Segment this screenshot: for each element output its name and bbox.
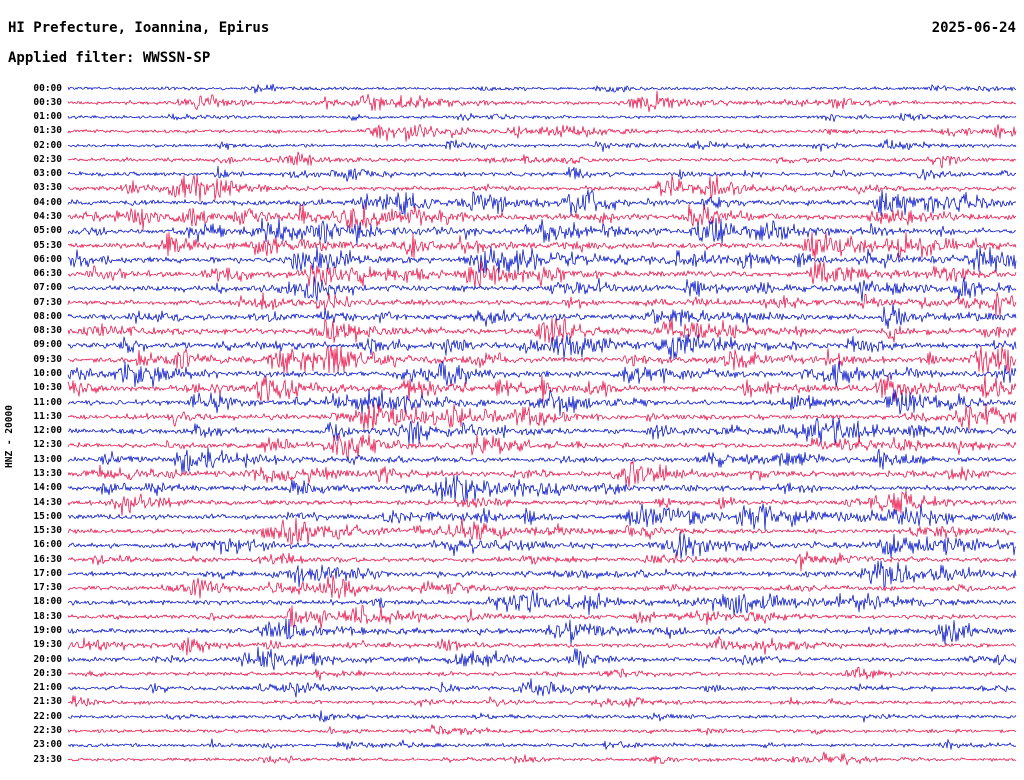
time-label: 01:30 <box>33 125 62 137</box>
time-label: 00:00 <box>33 82 62 94</box>
time-label: 11:30 <box>33 410 62 422</box>
time-label: 05:00 <box>33 225 62 237</box>
time-label: 07:00 <box>33 282 62 294</box>
time-label: 05:30 <box>33 239 62 251</box>
time-label: 16:00 <box>33 539 62 551</box>
time-label: 03:00 <box>33 168 62 180</box>
time-label: 18:00 <box>33 596 62 608</box>
time-label: 15:00 <box>33 510 62 522</box>
time-label: 21:30 <box>33 696 62 708</box>
time-label: 21:00 <box>33 682 62 694</box>
time-label: 22:30 <box>33 724 62 736</box>
time-label: 19:30 <box>33 639 62 651</box>
time-label: 10:00 <box>33 368 62 380</box>
date-label: 2025-06-24 <box>931 20 1016 36</box>
time-label: 16:30 <box>33 553 62 565</box>
time-label: 13:30 <box>33 467 62 479</box>
time-label: 14:00 <box>33 482 62 494</box>
time-label: 06:30 <box>33 268 62 280</box>
page-title: HI Prefecture, Ioannina, Epirus <box>8 20 270 36</box>
time-label: 22:00 <box>33 710 62 722</box>
time-label: 20:30 <box>33 667 62 679</box>
time-label: 12:30 <box>33 439 62 451</box>
time-label: 00:30 <box>33 96 62 108</box>
time-label: 03:30 <box>33 182 62 194</box>
time-label: 09:00 <box>33 339 62 351</box>
time-label: 04:00 <box>33 196 62 208</box>
time-label: 07:30 <box>33 296 62 308</box>
time-label: 12:00 <box>33 425 62 437</box>
time-label: 08:00 <box>33 310 62 322</box>
time-label: 04:30 <box>33 210 62 222</box>
time-label: 18:30 <box>33 610 62 622</box>
time-label: 14:30 <box>33 496 62 508</box>
time-label: 17:00 <box>33 567 62 579</box>
time-label: 09:30 <box>33 353 62 365</box>
time-label: 02:00 <box>33 139 62 151</box>
time-label: 13:00 <box>33 453 62 465</box>
time-label: 20:00 <box>33 653 62 665</box>
filter-label: Applied filter: WWSSN-SP <box>8 50 211 66</box>
time-label: 01:00 <box>33 111 62 123</box>
time-label: 23:00 <box>33 739 62 751</box>
time-label: 08:30 <box>33 325 62 337</box>
time-label: 06:00 <box>33 253 62 265</box>
time-label: 11:00 <box>33 396 62 408</box>
time-axis: 00:00 00:30 01:00 01:30 02:00 02:30 03:00 03:30… <box>0 0 64 780</box>
time-label: 10:30 <box>33 382 62 394</box>
time-label: 19:00 <box>33 625 62 636</box>
time-label: 23:30 <box>33 753 62 765</box>
time-label: 02:30 <box>33 153 62 165</box>
time-label: 17:30 <box>33 582 62 594</box>
time-label: 15:30 <box>33 525 62 537</box>
